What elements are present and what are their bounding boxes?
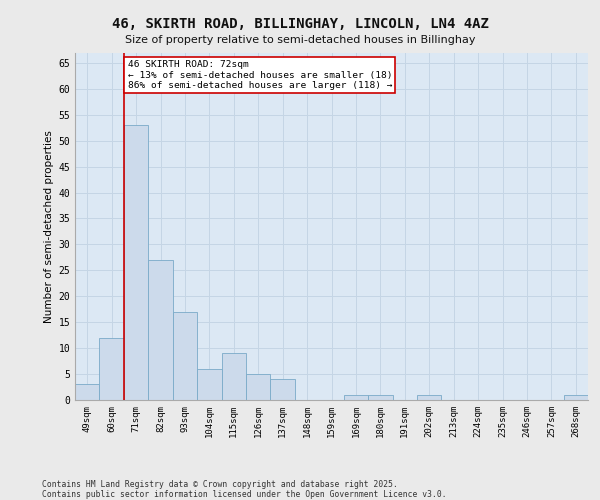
Bar: [148, 260, 173, 400]
Bar: [563, 395, 588, 400]
Y-axis label: Number of semi-detached properties: Number of semi-detached properties: [44, 130, 54, 322]
Bar: [271, 380, 295, 400]
Bar: [246, 374, 271, 400]
Bar: [75, 384, 100, 400]
Text: 46 SKIRTH ROAD: 72sqm
← 13% of semi-detached houses are smaller (18)
86% of semi: 46 SKIRTH ROAD: 72sqm ← 13% of semi-deta…: [128, 60, 392, 90]
Bar: [368, 395, 392, 400]
Bar: [417, 395, 442, 400]
Bar: [221, 354, 246, 400]
Bar: [173, 312, 197, 400]
Bar: [100, 338, 124, 400]
Text: Size of property relative to semi-detached houses in Billinghay: Size of property relative to semi-detach…: [125, 35, 475, 45]
Text: Contains HM Land Registry data © Crown copyright and database right 2025.
Contai: Contains HM Land Registry data © Crown c…: [42, 480, 446, 499]
Bar: [124, 125, 148, 400]
Bar: [344, 395, 368, 400]
Text: 46, SKIRTH ROAD, BILLINGHAY, LINCOLN, LN4 4AZ: 46, SKIRTH ROAD, BILLINGHAY, LINCOLN, LN…: [112, 18, 488, 32]
Bar: [197, 369, 221, 400]
